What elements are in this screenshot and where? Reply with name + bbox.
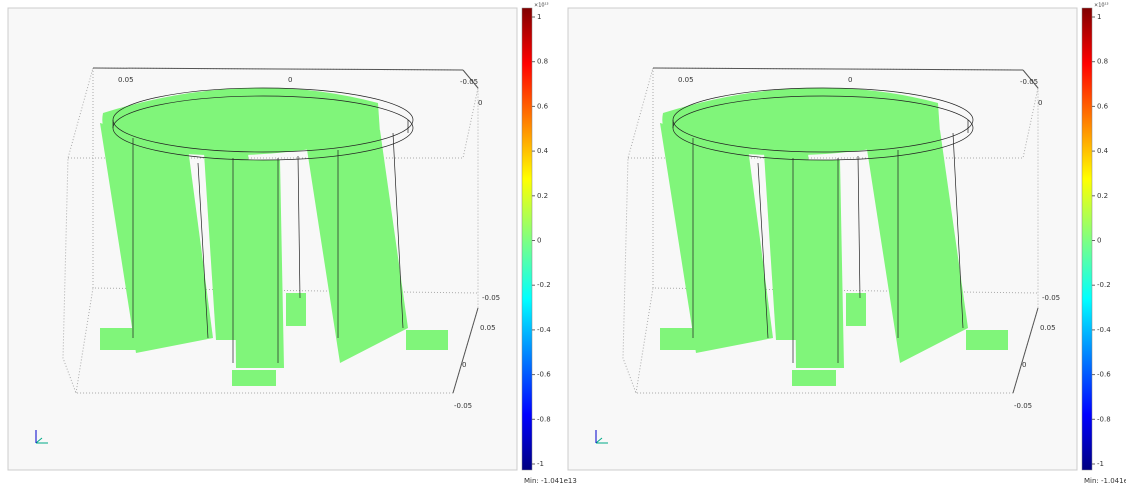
colorbar-tick-label: -0.8: [1097, 415, 1111, 423]
deformed-shape: [794, 160, 844, 368]
colorbar-tick-label: -1: [1097, 460, 1104, 468]
colorbar-tick-label: -0.4: [537, 326, 551, 334]
axis-label: -0.05: [482, 294, 500, 302]
deformed-shape: [286, 293, 306, 326]
axis-label: 0: [288, 76, 292, 84]
axis-label: 0.05: [678, 76, 694, 84]
colorbar-min: Min: -1.041e13: [1084, 477, 1126, 485]
colorbar-tick-label: 0.2: [1097, 192, 1108, 200]
screen: 0.05 0 -0.05 0 -0.05 0.05 0 -0.05 ×10¹³ 1 0.8 0.6 0.…: [0, 0, 1126, 495]
colorbar-tick-label: -0.6: [1097, 371, 1111, 379]
colorbar-tick-label: -0.2: [1097, 281, 1111, 289]
colorbar-tick-label: 1: [537, 13, 541, 21]
axis-label: 0: [462, 361, 466, 369]
axis-label: -0.05: [1014, 402, 1032, 410]
axis-label: -0.05: [454, 402, 472, 410]
axis-label: 0: [478, 99, 482, 107]
colorbar-tick-label: 0.8: [537, 58, 548, 66]
colorbar-tick-label: 0.4: [1097, 147, 1109, 155]
colorbar-min: Min: -1.041e13: [524, 477, 577, 485]
deformed-shape: [846, 293, 866, 326]
axis-label: 0.05: [1040, 324, 1056, 332]
colorbar-tick-label: -0.4: [1097, 326, 1111, 334]
axis-label: 0: [1022, 361, 1026, 369]
colorbar-tick-label: -0.8: [537, 415, 551, 423]
axis-label: -0.05: [1020, 78, 1038, 86]
plot-panel: 0.05 0 -0.05 0 -0.05 0.05 0 -0.05: [8, 8, 517, 470]
colorbar: [522, 8, 532, 470]
axis-label: -0.05: [460, 78, 478, 86]
colorbar-tick-label: -0.2: [537, 281, 551, 289]
deformed-shape: [792, 370, 836, 386]
axis-label: 0.05: [480, 324, 496, 332]
colorbar-tick-label: 0.4: [537, 147, 549, 155]
colorbar-tick-label: 0.6: [1097, 102, 1109, 110]
axis-label: 0: [1038, 99, 1042, 107]
colorbar-tick-label: 0: [1097, 237, 1101, 245]
axis-label: -0.05: [1042, 294, 1060, 302]
colorbar-tick-label: -0.6: [537, 371, 551, 379]
colorbar-tick-label: 0.6: [537, 102, 549, 110]
axis-label: 0.05: [118, 76, 134, 84]
deformed-shape: [232, 370, 276, 386]
colorbar-tick-label: 0: [537, 237, 541, 245]
axis-label: 0: [848, 76, 852, 84]
colorbar-tick-label: -1: [537, 460, 544, 468]
colorbar-exponent: ×10¹³: [1094, 3, 1109, 9]
colorbar-tick-label: 0.8: [1097, 58, 1108, 66]
deformed-shape: [660, 328, 698, 350]
deformed-shape: [966, 330, 1008, 350]
plot-panel: 0.05 0 -0.05 0 -0.05 0.05 0 -0.05: [568, 8, 1077, 470]
deformed-shape: [234, 160, 284, 368]
colorbar-tick-label: 0.2: [537, 192, 548, 200]
deformed-shape: [100, 328, 138, 350]
colorbar-exponent: ×10¹³: [534, 3, 549, 9]
deformed-shape: [406, 330, 448, 350]
colorbar: [1082, 8, 1092, 470]
colorbar-tick-label: 1: [1097, 13, 1101, 21]
